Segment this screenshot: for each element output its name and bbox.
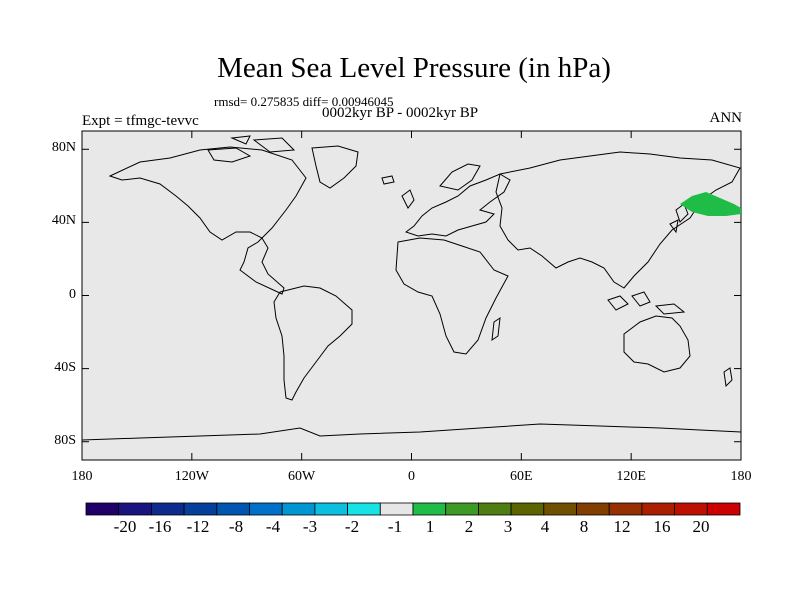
coast-south-america [273,285,353,401]
map-frame [81,130,742,461]
coast-asia [495,151,741,289]
colorbar-tick-label: -4 [265,517,281,536]
lat-tick-label: 80N [51,140,76,156]
coast-new-zealand [723,367,733,388]
lon-tick-label: 60W [288,469,316,484]
coast-arctic-islands [207,135,296,163]
coast-british-isles [401,189,415,209]
colorbar-tick-label: -3 [302,517,318,536]
colorbar-tick-label: -2 [344,517,360,536]
colorbar-tick-label: -8 [228,517,244,536]
lon-tick-label: 120W [174,469,209,484]
colorbar-box [706,502,741,516]
colorbar-box [118,502,152,516]
coast-greenland [311,145,359,189]
colorbar-box [477,502,512,516]
coast-madagascar [491,316,501,342]
colorbar-box [314,502,348,516]
lon-tick-label: 180 [71,469,93,484]
coast-australia [623,315,691,373]
colorbar-box [510,502,545,516]
colorbar [85,502,741,516]
lat-tick-label: 80S [54,432,76,448]
coast-scandinavia [439,163,481,191]
coast-iceland [381,175,395,185]
colorbar-tick-label: -16 [148,517,172,536]
colorbar-box [641,502,676,516]
lon-tick-label: 180 [730,469,752,484]
colorbar-tick-label: 4 [540,517,550,536]
colorbar-box [379,502,414,516]
coast-north-america [108,146,307,295]
lon-tick-label: 0 [408,469,415,484]
period-text: 0002kyr BP - 0002kyr BP [322,105,479,121]
lon-tick-label: 60E [510,469,533,484]
colorbar-box [85,502,120,516]
lat-tick-label: 40S [54,359,76,375]
lon-tick-label: 120E [616,469,646,484]
stats-text: rmsd= 0.275835 diff= 0.00946045 [214,94,394,109]
lat-tick-label: 40N [51,213,76,229]
colorbar-tick-label: 1 [425,517,435,536]
coast-africa [395,237,509,355]
lat-tick-label: 0 [69,286,76,302]
colorbar-tick-label: -12 [186,517,210,536]
colorbar-box [445,502,479,516]
colorbar-box [543,502,577,516]
colorbar-tick-label: 8 [579,517,589,536]
colorbar-box [674,502,708,516]
colorbar-tick-label: -1 [387,517,403,536]
season-label: ANN [709,110,743,126]
coastlines [81,135,742,441]
coast-indonesia [607,291,686,315]
colorbar-tick-label: 2 [464,517,474,536]
colorbar-box [347,502,381,516]
coast-europe [404,173,511,237]
colorbar-box [576,502,610,516]
colorbar-tick-label: -20 [113,517,137,536]
colorbar-box [281,502,316,516]
colorbar-box [249,502,283,516]
colorbar-box [183,502,218,516]
colorbar-box [608,502,643,516]
colorbar-box [412,502,447,516]
experiment-label: Expt = tfmgc-tevvc [82,113,199,129]
colorbar-box [216,502,250,516]
map-ticks [81,131,742,460]
chart-title: Mean Sea Level Pressure (in hPa) [217,52,611,84]
coast-antarctica [81,423,742,441]
colorbar-box [150,502,185,516]
coast-japan [669,203,689,234]
colorbar-tick-label: 12 [613,517,631,536]
colorbar-tick-label: 3 [503,517,513,536]
anomaly-region [680,192,741,216]
colorbar-tick-label: 16 [653,517,671,536]
colorbar-tick-label: 20 [692,517,710,536]
